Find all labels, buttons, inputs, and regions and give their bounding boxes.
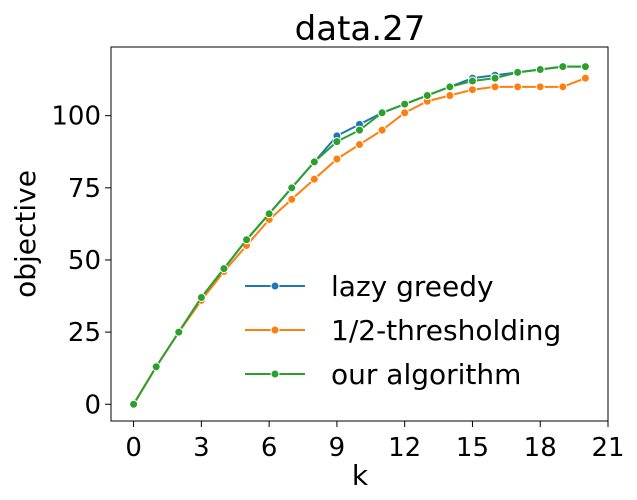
data-point: [422, 90, 432, 100]
series-layer: [129, 62, 590, 409]
y-tick-label: 75: [68, 174, 101, 204]
plot-frame: [110, 46, 609, 422]
x-tick-label: 12: [388, 433, 421, 463]
data-point: [580, 73, 590, 83]
series-0: [129, 62, 590, 409]
legend-item: lazy greedy: [245, 270, 494, 303]
y-axis-ticks: 0 25 50 75 100: [51, 102, 111, 420]
data-point: [332, 137, 342, 147]
x-tick-label: 18: [524, 433, 557, 463]
data-point: [467, 85, 477, 95]
data-point: [174, 327, 184, 337]
data-point: [535, 65, 545, 75]
data-point: [287, 183, 297, 193]
series-line: [132, 65, 586, 405]
legend-label: our algorithm: [331, 358, 521, 391]
data-point: [400, 99, 410, 109]
data-point: [309, 174, 319, 184]
data-point: [377, 108, 387, 118]
data-point: [558, 82, 568, 92]
chart-title: data.27: [295, 9, 426, 49]
data-point: [467, 76, 477, 86]
series-2: [129, 62, 590, 409]
data-point: [513, 82, 523, 92]
data-point: [513, 67, 523, 77]
data-point: [196, 292, 206, 302]
series-line: [132, 65, 586, 405]
legend-item: our algorithm: [245, 358, 521, 391]
data-point: [151, 362, 161, 372]
data-point: [129, 399, 139, 409]
legend-label: 1/2-thresholding: [331, 314, 561, 347]
legend: lazy greedy 1/2-thresholding our algorithm: [245, 270, 561, 391]
x-tick-label: 9: [329, 433, 346, 463]
data-point: [355, 125, 364, 135]
data-point: [490, 73, 500, 83]
x-tick-label: 0: [125, 433, 142, 463]
data-point: [490, 82, 500, 92]
data-point: [580, 62, 590, 72]
x-tick-label: 21: [591, 433, 624, 463]
legend-marker: [270, 281, 280, 291]
legend-label: lazy greedy: [331, 270, 494, 303]
x-tick-label: 6: [261, 433, 278, 463]
data-point: [287, 194, 297, 204]
data-point: [535, 82, 545, 92]
x-tick-label: 15: [456, 433, 489, 463]
y-axis-label: objective: [9, 170, 42, 298]
y-tick-label: 25: [68, 318, 101, 348]
data-point: [309, 157, 319, 167]
x-axis-label: k: [352, 459, 369, 492]
x-tick-label: 3: [193, 433, 210, 463]
legend-item: 1/2-thresholding: [245, 314, 561, 347]
legend-marker: [270, 369, 280, 379]
data-point: [264, 209, 274, 219]
data-point: [332, 154, 342, 164]
data-point: [558, 62, 568, 72]
y-tick-label: 0: [84, 390, 101, 420]
data-point: [445, 90, 455, 100]
y-tick-label: 50: [68, 246, 101, 276]
legend-marker: [270, 325, 280, 335]
data-point: [445, 82, 455, 92]
data-point: [400, 108, 410, 118]
data-point: [242, 235, 252, 245]
x-axis-ticks: 0 3 6 9 12 15 18 21: [125, 421, 625, 463]
y-tick-label: 100: [51, 102, 101, 132]
data-point: [355, 140, 364, 150]
data-point: [377, 125, 387, 135]
data-point: [219, 264, 229, 274]
